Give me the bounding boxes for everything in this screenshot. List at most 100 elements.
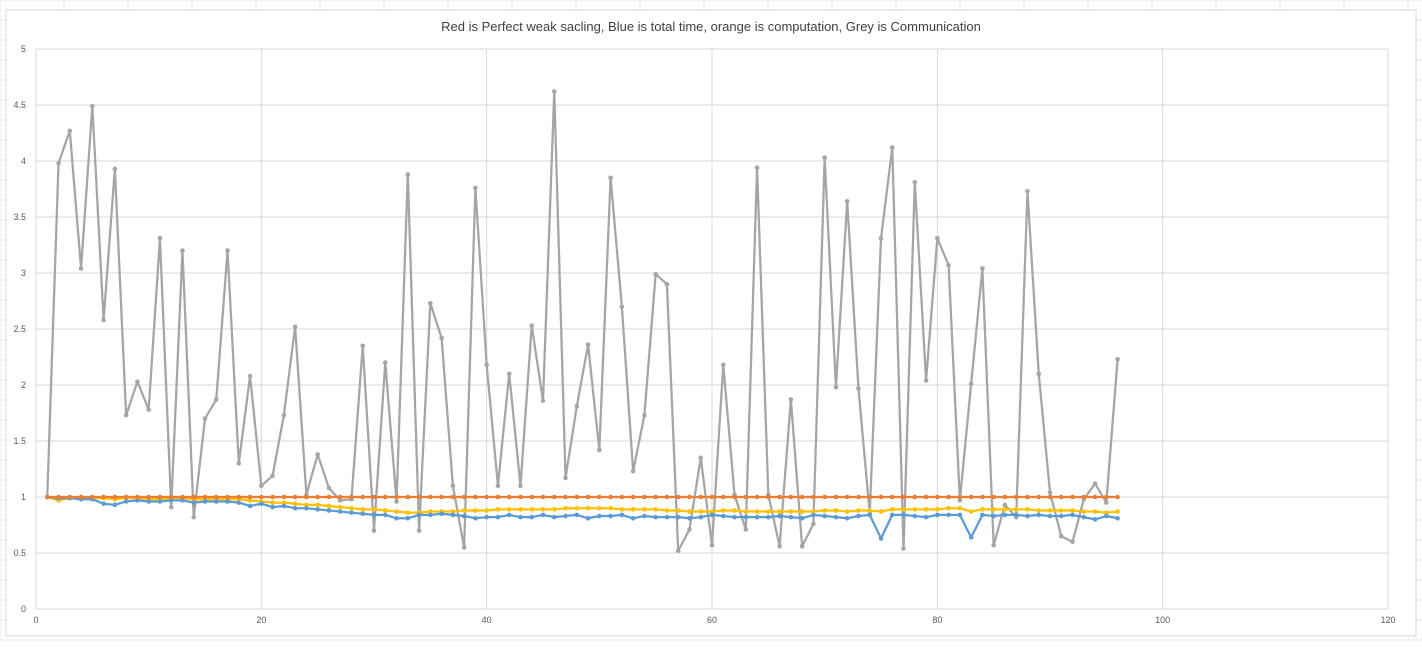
data-point	[382, 512, 388, 518]
data-point	[653, 494, 658, 500]
data-point	[608, 175, 613, 181]
data-point	[980, 507, 985, 512]
data-point	[811, 494, 816, 500]
data-point	[292, 324, 298, 330]
data-point	[720, 513, 726, 519]
data-point	[1036, 508, 1042, 513]
data-point	[394, 494, 399, 500]
data-point	[698, 455, 704, 461]
data-point	[630, 468, 636, 474]
data-point	[698, 494, 704, 500]
data-point	[788, 509, 794, 514]
data-point	[664, 514, 670, 520]
data-point	[743, 514, 749, 520]
data-point	[1002, 494, 1008, 500]
data-point	[563, 513, 568, 519]
data-point	[766, 514, 771, 520]
data-point	[991, 494, 996, 500]
data-point	[394, 509, 399, 514]
data-point	[225, 248, 230, 253]
data-point	[157, 235, 163, 241]
data-point	[304, 494, 309, 500]
chart-title: Red is Perfect weak sacling, Blue is tot…	[441, 19, 981, 34]
data-point	[675, 514, 681, 520]
data-point	[901, 494, 906, 500]
data-point	[540, 398, 546, 403]
data-point	[1002, 502, 1008, 508]
data-point	[720, 494, 726, 500]
data-point	[281, 503, 287, 509]
data-point	[811, 512, 816, 518]
y-tick-label: 1	[21, 492, 26, 502]
data-point	[180, 498, 185, 503]
data-point	[664, 494, 670, 500]
data-point	[101, 494, 106, 500]
data-point	[1025, 494, 1030, 500]
data-point	[439, 494, 444, 500]
data-point	[811, 521, 816, 527]
data-point	[664, 508, 670, 513]
data-point	[56, 494, 61, 500]
data-point	[461, 545, 467, 550]
data-point	[856, 386, 861, 391]
data-point	[90, 103, 95, 109]
data-point	[326, 485, 332, 491]
data-point	[1104, 500, 1109, 505]
data-point	[912, 513, 918, 519]
data-point	[946, 512, 951, 518]
data-point	[653, 514, 658, 520]
data-point	[551, 89, 557, 94]
data-point	[236, 461, 242, 466]
data-point	[1058, 533, 1064, 539]
data-point	[304, 502, 309, 508]
data-point	[597, 505, 602, 511]
data-point	[1025, 507, 1030, 512]
data-point	[112, 494, 118, 500]
data-point	[495, 507, 501, 512]
data-point	[135, 379, 140, 384]
data-point	[630, 494, 636, 500]
data-point	[844, 494, 850, 500]
data-point	[202, 416, 208, 421]
data-point	[416, 494, 422, 500]
data-point	[495, 483, 501, 489]
data-point	[844, 515, 850, 521]
data-point	[777, 513, 782, 519]
data-point	[574, 494, 580, 500]
data-point	[619, 304, 625, 309]
data-point	[56, 160, 61, 166]
data-point	[687, 515, 692, 521]
data-point	[382, 508, 388, 513]
data-point	[270, 500, 275, 505]
data-point	[720, 508, 726, 513]
data-point	[506, 507, 512, 512]
data-point	[506, 512, 512, 518]
data-point	[619, 512, 625, 518]
data-point	[698, 509, 704, 514]
data-point	[788, 494, 794, 500]
data-point	[78, 494, 84, 500]
x-tick-label: 20	[256, 615, 266, 625]
data-point	[642, 412, 647, 418]
data-point	[889, 145, 895, 150]
data-point	[923, 507, 929, 512]
data-point	[1081, 514, 1087, 520]
data-point	[1058, 508, 1064, 513]
data-point	[788, 397, 794, 402]
data-point	[1081, 494, 1087, 500]
data-point	[1115, 509, 1120, 514]
data-point	[450, 494, 456, 500]
data-point	[946, 494, 951, 500]
data-point	[146, 494, 151, 500]
data-point	[1115, 494, 1120, 500]
series-total-time	[44, 494, 1120, 541]
data-point	[957, 512, 963, 518]
data-point	[1013, 494, 1019, 500]
data-point	[991, 542, 996, 548]
data-point	[980, 266, 985, 271]
data-point	[867, 494, 873, 500]
data-point	[1104, 494, 1109, 500]
data-point	[416, 512, 422, 518]
